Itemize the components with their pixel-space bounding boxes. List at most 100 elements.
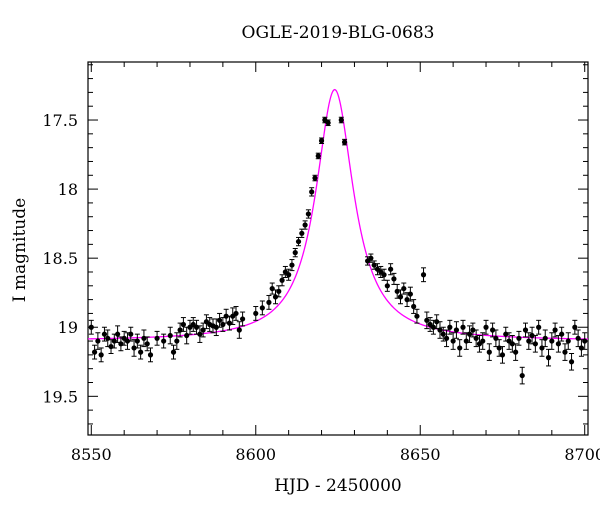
data-point: [325, 120, 331, 126]
data-point: [216, 317, 223, 323]
data-point: [233, 310, 239, 317]
data-point: [368, 255, 374, 261]
data-point: [457, 345, 463, 351]
y-tick-label: 19.5: [42, 387, 78, 406]
data-point: [391, 276, 397, 282]
data-point: [147, 352, 154, 358]
data-point: [411, 303, 417, 310]
data-point: [545, 355, 552, 361]
data-point: [213, 324, 219, 330]
data-point: [161, 338, 167, 344]
data-point: [470, 327, 476, 333]
data-point: [272, 294, 279, 300]
data-point: [381, 272, 387, 278]
data-point: [295, 238, 302, 245]
data-point: [338, 117, 344, 123]
x-axis-label: HJD - 2450000: [274, 476, 402, 496]
data-point: [483, 324, 489, 330]
x-tick-label: 8700: [564, 445, 600, 464]
model-curve: [88, 88, 588, 340]
data-point: [180, 321, 186, 328]
data-point: [302, 222, 308, 228]
data-point: [154, 335, 160, 341]
data-point: [388, 266, 394, 272]
data-point: [259, 305, 265, 311]
data-point: [565, 338, 571, 344]
data-point: [499, 352, 506, 358]
data-point: [341, 139, 348, 145]
data-point: [414, 313, 420, 319]
data-point: [131, 345, 137, 351]
y-tick-label: 18: [58, 180, 78, 199]
data-point: [582, 338, 588, 344]
data-point: [240, 316, 246, 322]
data-point: [466, 331, 473, 337]
data-point: [124, 338, 131, 344]
data-point: [536, 324, 542, 330]
data-point: [440, 331, 446, 337]
y-tick-label: 17.5: [42, 111, 78, 130]
data-point: [552, 327, 558, 333]
data-point: [309, 189, 315, 195]
data-point: [128, 331, 134, 337]
data-point: [568, 359, 575, 365]
data-point: [197, 331, 203, 337]
data-point: [279, 277, 285, 283]
data-point: [223, 313, 229, 319]
data-point: [318, 138, 325, 144]
data-point: [513, 349, 519, 355]
data-point: [486, 349, 492, 355]
data-point: [144, 341, 150, 347]
y-tick-label: 19: [58, 318, 78, 337]
data-point: [401, 285, 407, 292]
data-point: [134, 338, 140, 344]
data-point: [443, 335, 450, 341]
chart-title: OGLE-2019-BLG-0683: [241, 23, 435, 43]
data-point: [473, 335, 479, 341]
data-point: [312, 175, 318, 181]
data-point: [289, 262, 295, 268]
data-point: [549, 338, 555, 344]
data-point: [315, 153, 321, 159]
data-point: [453, 327, 460, 333]
data-point: [286, 272, 292, 278]
data-point: [138, 349, 144, 355]
data-point: [253, 310, 259, 317]
plot-frame: [87, 61, 589, 436]
data-point: [424, 317, 430, 323]
data-point: [559, 331, 565, 337]
data-point: [555, 341, 561, 347]
data-point: [450, 338, 456, 344]
x-tick-label: 8600: [235, 445, 276, 464]
data-point: [480, 338, 486, 344]
data-point: [91, 349, 98, 355]
data-point: [276, 288, 282, 294]
data-point: [170, 349, 177, 355]
data-point: [384, 283, 390, 289]
data-point: [434, 319, 440, 325]
x-tick-label: 8550: [71, 445, 112, 464]
data-point: [115, 331, 121, 337]
data-point: [397, 294, 404, 300]
data-point: [266, 299, 272, 305]
x-tick-label: 8650: [400, 445, 441, 464]
data-point: [542, 335, 548, 341]
data-point: [101, 331, 108, 337]
y-tick-label: 18.5: [42, 249, 78, 268]
data-point: [519, 372, 525, 379]
data-point: [572, 324, 578, 330]
data-point: [447, 324, 453, 330]
data-point: [509, 341, 515, 347]
data-point: [88, 324, 94, 330]
data-point: [490, 327, 496, 333]
data-point: [236, 327, 242, 333]
data-point: [437, 327, 443, 333]
data-point: [292, 250, 298, 256]
data-point: [516, 335, 522, 341]
data-point: [526, 338, 532, 344]
data-point: [167, 332, 173, 339]
data-point: [98, 352, 104, 358]
data-point: [420, 272, 427, 278]
data-point: [460, 324, 466, 330]
data-point: [95, 338, 101, 344]
